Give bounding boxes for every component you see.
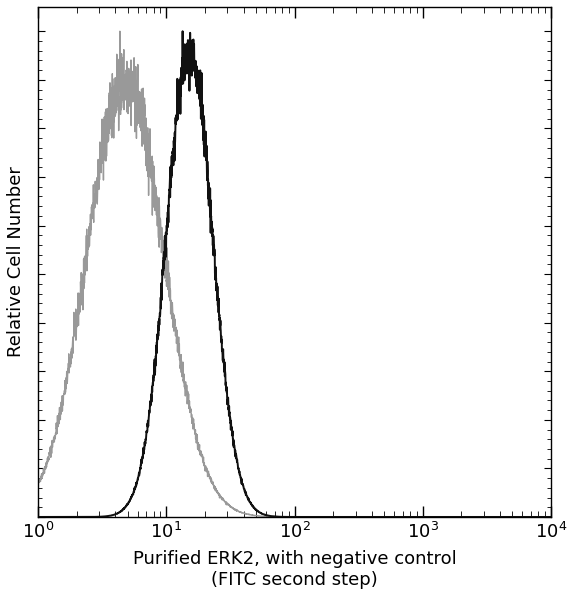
- Y-axis label: Relative Cell Number: Relative Cell Number: [7, 166, 25, 358]
- X-axis label: Purified ERK2, with negative control
(FITC second step): Purified ERK2, with negative control (FI…: [133, 550, 456, 589]
